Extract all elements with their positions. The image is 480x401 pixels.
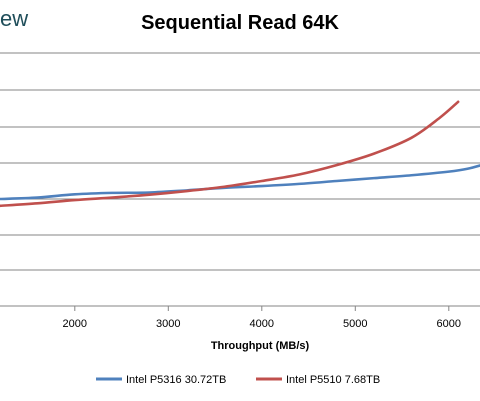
legend-label: Intel P5316 30.72TB [126,374,226,386]
x-tick-label: 4000 [250,318,274,330]
series-line-1 [0,164,480,201]
legend-label: Intel P5510 7.68TB [286,374,380,386]
x-tick-labels: 2000 3000 4000 5000 6000 [63,306,461,330]
chart-title: Sequential Read 64K [141,12,339,34]
grid-lines [0,52,480,271]
series-line-2 [0,100,460,208]
x-tick-label: 3000 [156,318,180,330]
x-axis-label: Throughput (MB/s) [211,340,310,352]
legend: Intel P5316 30.72TB Intel P5510 7.68TB [96,374,380,386]
logo-fragment: ew [0,6,29,31]
series-lines [0,100,480,208]
x-tick-label: 2000 [63,318,87,330]
x-tick-label: 6000 [437,318,461,330]
x-tick-label: 5000 [343,318,367,330]
